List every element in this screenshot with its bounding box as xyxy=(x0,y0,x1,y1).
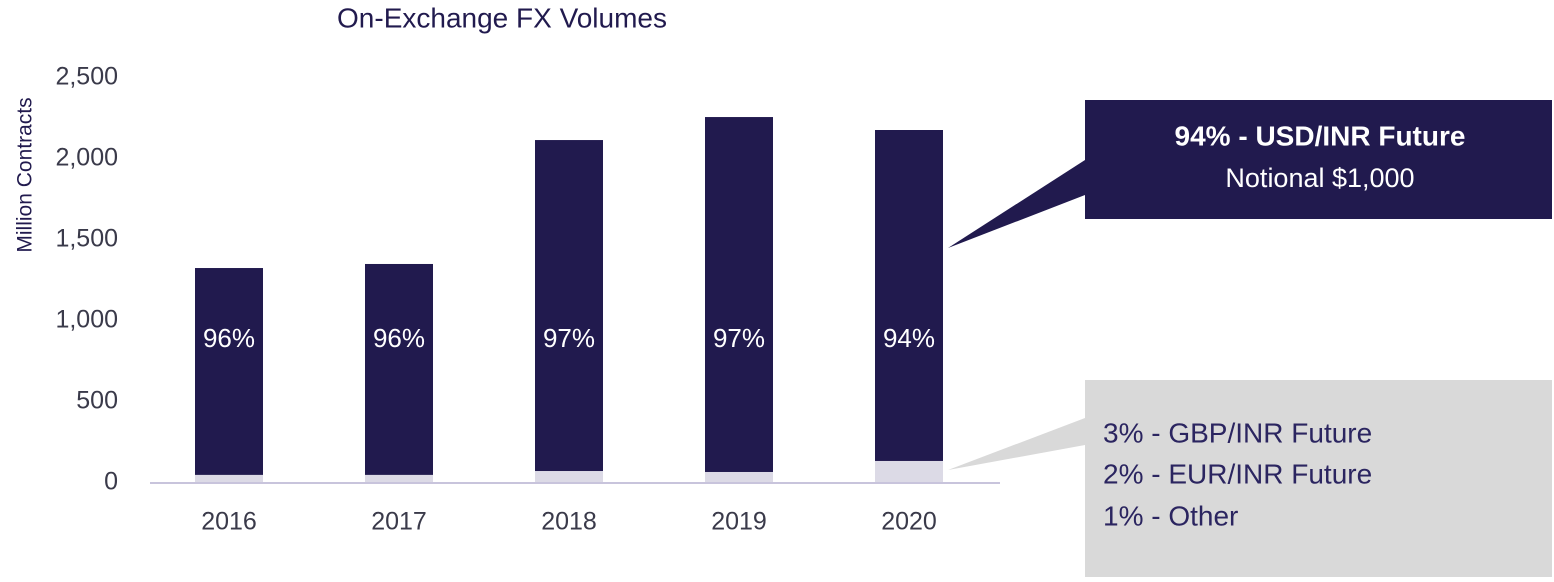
callout-text: Notional $1,000 xyxy=(1225,163,1414,193)
callout-box xyxy=(1085,380,1552,577)
x-tick-label: 2016 xyxy=(201,508,257,536)
callout-box xyxy=(1085,100,1552,219)
chart-title: On-Exchange FX Volumes xyxy=(337,2,667,33)
callout-pointer xyxy=(948,160,1085,248)
bar-segment xyxy=(875,130,943,461)
y-tick-label: 0 xyxy=(104,468,118,496)
bar-segment xyxy=(365,263,433,475)
bar-label: 96% xyxy=(203,323,255,353)
callout-line: 2% - EUR/INR Future xyxy=(1103,458,1372,489)
bar-segment xyxy=(535,140,603,472)
bar-segment xyxy=(705,471,773,483)
callout-title: 94% - USD/INR Future xyxy=(1175,120,1466,151)
bar-segment xyxy=(535,471,603,483)
bar-label: 97% xyxy=(543,323,595,353)
bar-label: 94% xyxy=(883,323,935,353)
y-tick-label: 1,500 xyxy=(55,225,118,253)
y-tick-label: 2,000 xyxy=(55,144,118,172)
bar-segment xyxy=(365,474,433,483)
bar-segment xyxy=(195,268,263,475)
callout-line: 3% - GBP/INR Future xyxy=(1103,417,1372,448)
y-tick-label: 1,000 xyxy=(55,306,118,334)
y-axis-label: Million Contracts xyxy=(14,97,37,252)
bar-segment xyxy=(875,460,943,483)
x-tick-label: 2018 xyxy=(541,508,597,536)
x-tick-label: 2020 xyxy=(881,508,937,536)
bar-segment xyxy=(705,117,773,472)
bar-label: 97% xyxy=(713,323,765,353)
y-tick-label: 500 xyxy=(76,387,118,415)
callout-pointer xyxy=(948,418,1085,470)
bar-segment xyxy=(195,474,263,483)
x-tick-label: 2017 xyxy=(371,508,427,536)
callout-line: 1% - Other xyxy=(1103,500,1238,531)
y-tick-label: 2,500 xyxy=(55,63,118,91)
bar-label: 96% xyxy=(373,323,425,353)
x-tick-label: 2019 xyxy=(711,508,767,536)
